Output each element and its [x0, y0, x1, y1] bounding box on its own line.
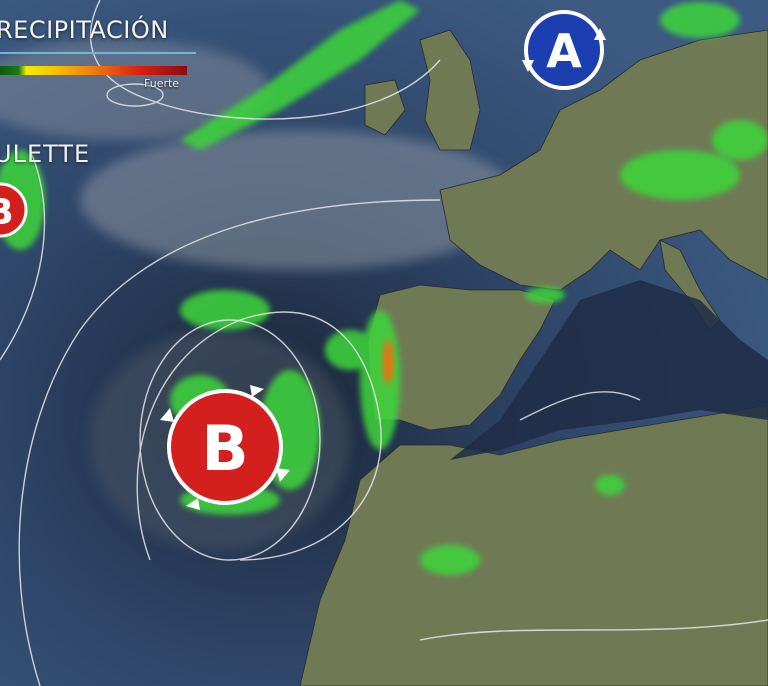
africa — [299, 404, 768, 686]
high-letter: A — [546, 24, 582, 78]
low-pressure-symbol: B — [160, 385, 290, 510]
storm-name-label: ULETTE — [0, 140, 91, 168]
britain — [419, 29, 481, 151]
europe — [439, 29, 768, 291]
precipitation-scale-bar — [0, 66, 187, 75]
legend-divider — [0, 52, 196, 54]
low-letter: B — [201, 412, 248, 485]
high-pressure-symbol: A — [522, 10, 606, 90]
low-letter-partial: B — [0, 192, 14, 233]
legend-title: RECIPITACIÓN — [0, 16, 169, 44]
heavy-rain-core — [382, 340, 394, 384]
low-pressure-symbol-partial: B — [0, 182, 28, 238]
scale-high-label: Fuerte — [144, 77, 180, 90]
